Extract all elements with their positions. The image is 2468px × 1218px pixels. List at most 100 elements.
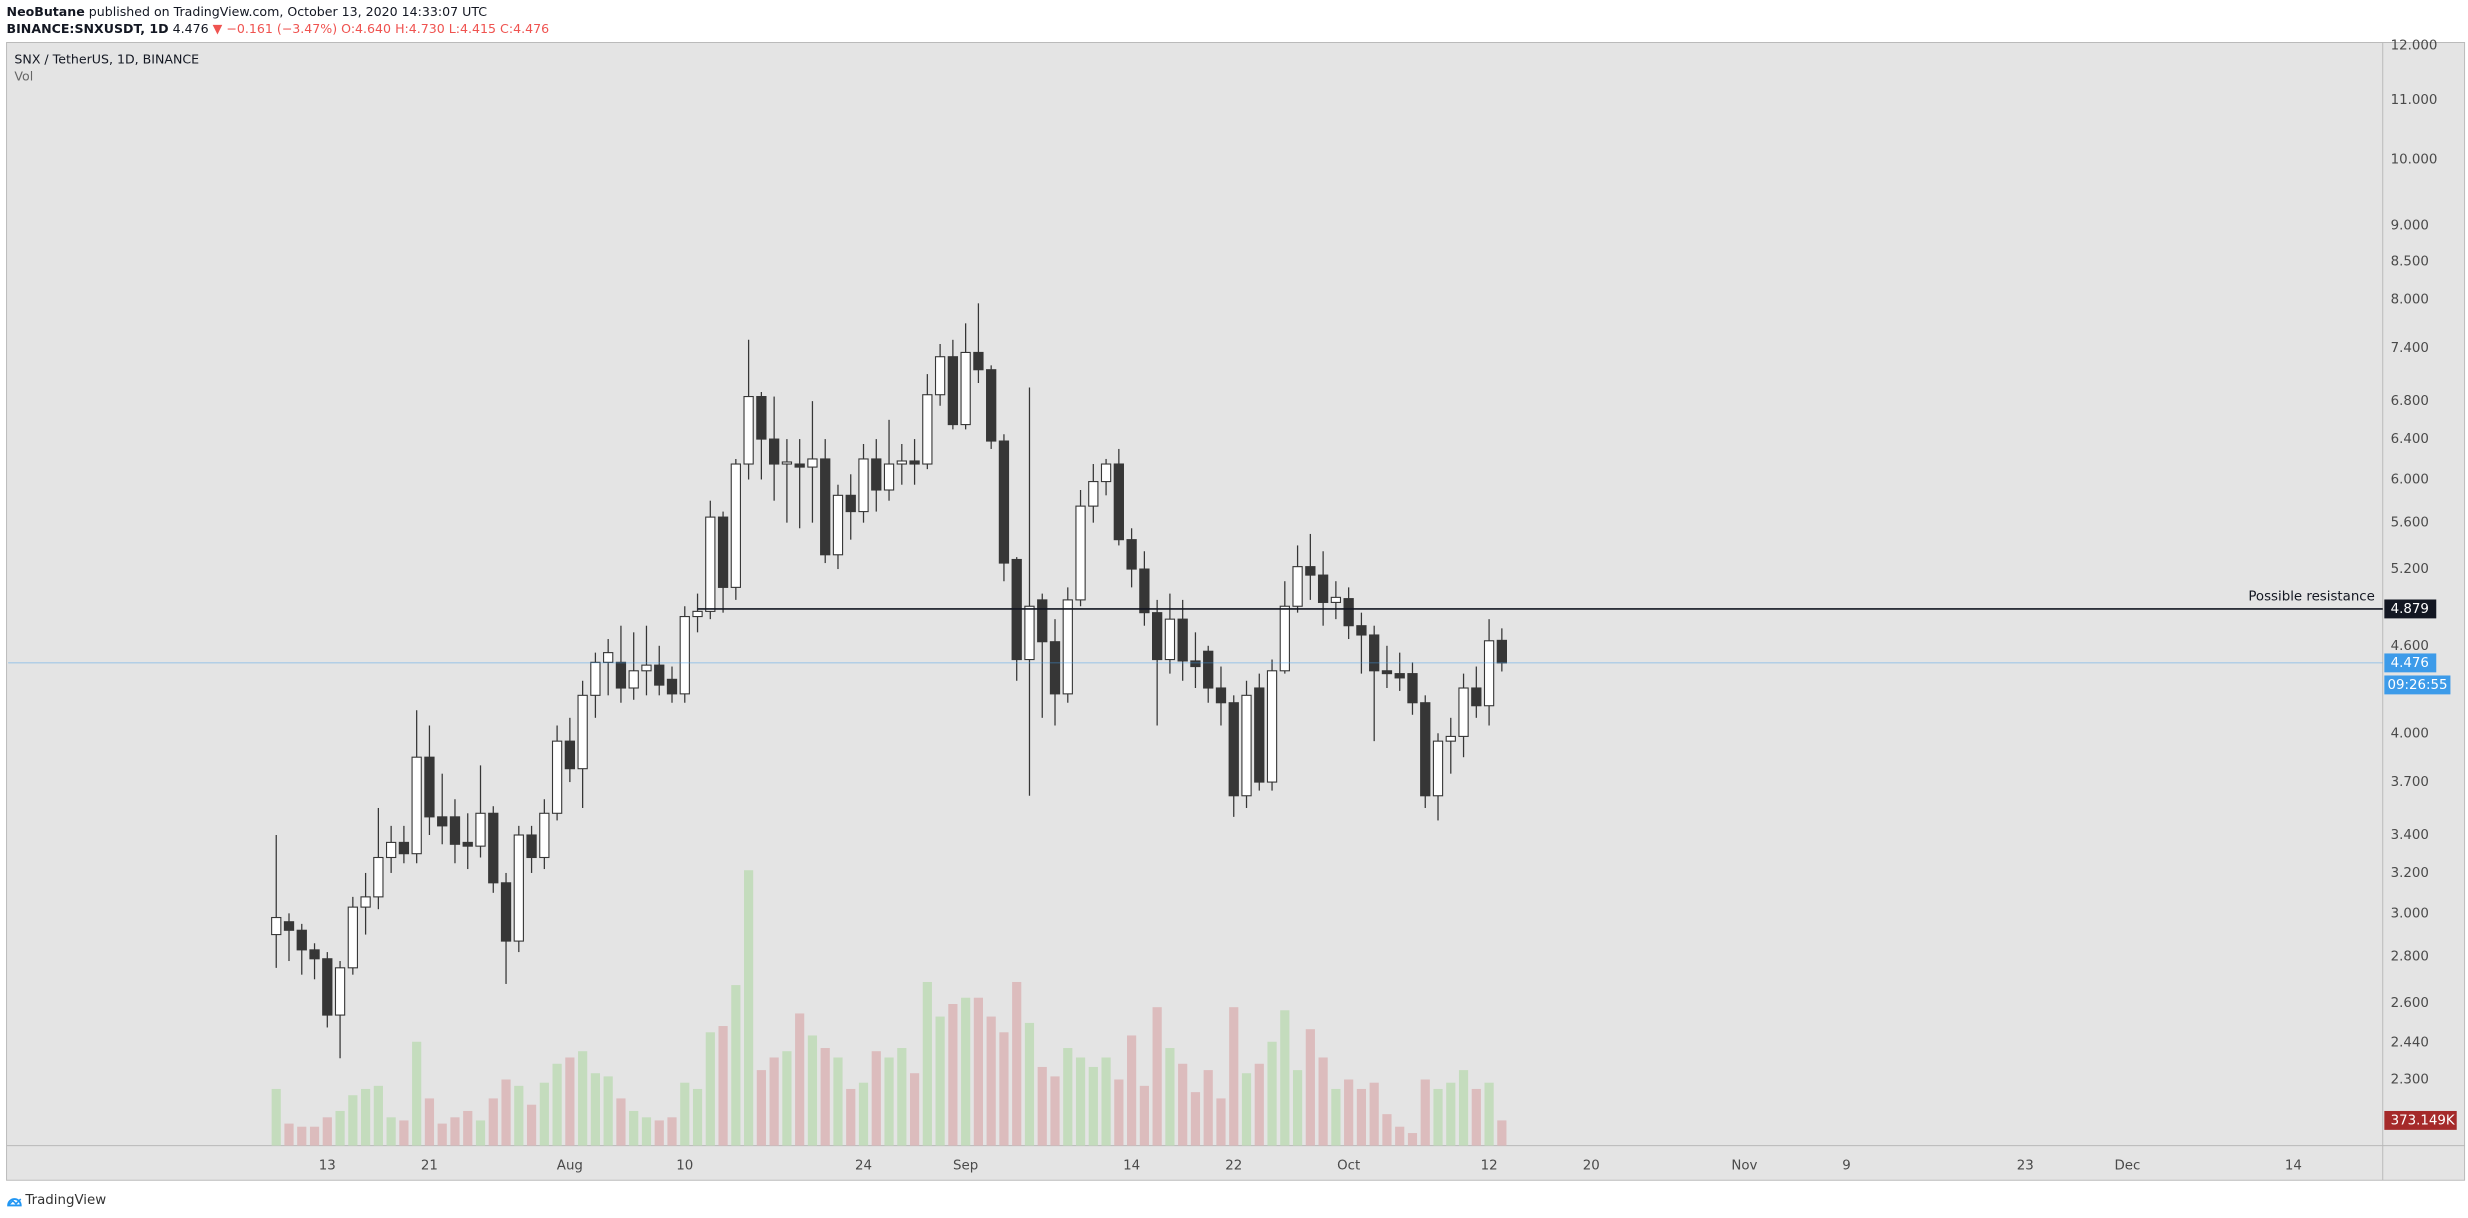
candle-body	[1049, 641, 1061, 695]
volume-bar	[1280, 1010, 1290, 1146]
candle-body	[1164, 618, 1176, 661]
volume-bar	[1382, 1114, 1392, 1146]
volume-bar	[1229, 1007, 1239, 1146]
candle-body	[296, 929, 307, 951]
volume-bar	[769, 1057, 779, 1146]
candle-body	[551, 740, 563, 814]
volume-bar	[999, 1032, 1009, 1146]
candle-body	[781, 461, 793, 465]
candle-body	[628, 670, 639, 689]
countdown-label: 09:26:55	[2387, 678, 2447, 693]
candle-body	[513, 834, 524, 942]
candle-body	[654, 664, 665, 686]
volume-bar	[437, 1123, 447, 1146]
y-tick-label: 7.400	[2391, 341, 2429, 356]
candle-body	[488, 812, 499, 884]
volume-bar	[501, 1079, 511, 1146]
volume-bar	[488, 1098, 498, 1146]
x-tick-label: 12	[1481, 1158, 1498, 1173]
x-tick-label: Aug	[557, 1158, 583, 1173]
candle-body	[794, 463, 805, 468]
candle-body	[1088, 481, 1099, 507]
candle-body	[1394, 673, 1405, 679]
resistance-label: 4.879	[2391, 602, 2429, 617]
candle-body	[947, 356, 959, 426]
volume-bar	[565, 1057, 575, 1146]
candle-body	[730, 463, 741, 588]
volume-bar	[450, 1117, 460, 1146]
candle-body	[1369, 634, 1380, 672]
last: 4.476	[173, 21, 209, 36]
y-tick-label: 5.600	[2391, 516, 2429, 531]
volume-bar	[514, 1085, 524, 1146]
countdown-box	[2384, 675, 2451, 695]
volume-bar	[1344, 1079, 1354, 1146]
candle-body	[615, 661, 627, 689]
volume-bars	[271, 870, 1507, 1146]
resistance-text: Possible resistance	[2248, 589, 2375, 604]
candle-body	[309, 949, 320, 960]
volume-bar	[1395, 1126, 1405, 1146]
volume-bar	[871, 1051, 881, 1146]
y-tick-label: 4.000	[2391, 726, 2429, 741]
volume-bar	[1458, 1070, 1469, 1146]
volume-bar	[526, 1104, 537, 1146]
volume-bar	[756, 1070, 766, 1146]
volume-bar	[412, 1041, 422, 1146]
volume-bar	[731, 985, 741, 1146]
volume-bar	[909, 1073, 920, 1146]
volume-bar	[807, 1035, 818, 1146]
candle-body	[820, 458, 831, 556]
volume-bar	[361, 1088, 371, 1146]
volume-bar	[297, 1126, 307, 1146]
candle-body	[1266, 670, 1278, 783]
published: published on TradingView.com, October 13…	[89, 3, 488, 18]
y-tick-label: 5.200	[2391, 562, 2429, 577]
candle-body	[283, 921, 295, 931]
y-tick-label: 10.000	[2391, 153, 2438, 168]
chart-title: SNX / TetherUS, 1D, BINANCE	[14, 51, 199, 66]
volume-bar	[1369, 1082, 1379, 1146]
volume-bar	[578, 1051, 588, 1146]
volume-bar	[1484, 1082, 1494, 1146]
volume-bar	[1101, 1057, 1111, 1146]
volume-bar	[629, 1110, 639, 1146]
volume-bar	[986, 1016, 996, 1146]
volume-bar	[948, 1004, 958, 1146]
candle-body	[1177, 618, 1188, 662]
candle-body	[539, 812, 550, 859]
volume-bar	[348, 1095, 358, 1146]
candles	[271, 303, 1507, 1059]
y-tick-label: 2.300	[2391, 1073, 2429, 1088]
volume-bar	[603, 1076, 613, 1146]
x-tick-label: 22	[1225, 1158, 1242, 1173]
volume-bar	[795, 1013, 805, 1146]
candle-body	[973, 351, 984, 371]
volume-bar	[718, 1026, 728, 1146]
candle-body	[1445, 735, 1456, 742]
volume-bar	[641, 1117, 652, 1146]
candle-body	[1215, 687, 1227, 704]
candle-body	[1151, 612, 1163, 661]
candle-body	[845, 494, 856, 513]
y-tick-label: 9.000	[2391, 219, 2429, 234]
candle-body	[1381, 670, 1393, 675]
y-tick-label: 2.440	[2391, 1036, 2429, 1051]
candle-body	[1024, 605, 1035, 661]
candle-body	[768, 438, 780, 465]
volume-bar	[1241, 1073, 1252, 1146]
candle-body	[1254, 687, 1265, 783]
volume-bar	[654, 1120, 664, 1146]
candle-body	[934, 356, 946, 396]
y-tick-label: 6.000	[2391, 472, 2429, 487]
volume-bar	[1254, 1063, 1264, 1146]
candle-body	[986, 369, 997, 442]
candle-body	[756, 395, 767, 440]
candle-body	[1126, 539, 1137, 570]
volume-legend: Vol	[14, 69, 33, 84]
volume-bar	[309, 1126, 320, 1146]
close: C:4.476	[500, 21, 549, 36]
volume-bar	[961, 997, 971, 1146]
volume-bar	[1471, 1088, 1481, 1146]
y-tick-label: 8.500	[2391, 254, 2429, 269]
